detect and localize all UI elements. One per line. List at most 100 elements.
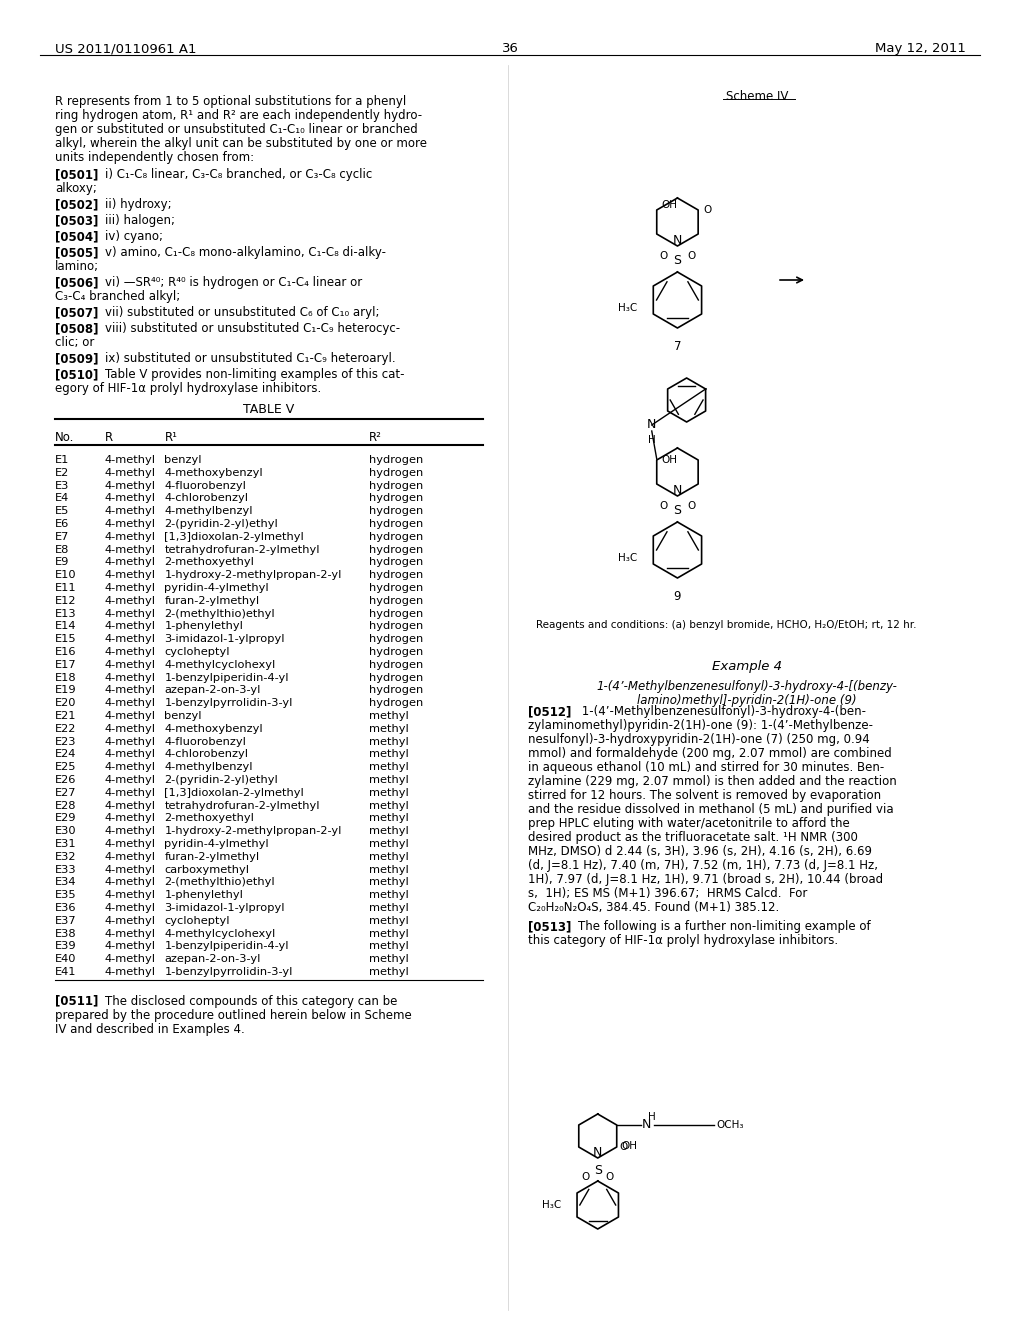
Text: 4-methyl: 4-methyl xyxy=(104,609,156,619)
Text: hydrogen: hydrogen xyxy=(369,480,423,491)
Text: 4-methyl: 4-methyl xyxy=(104,583,156,593)
Text: 4-methyl: 4-methyl xyxy=(104,622,156,631)
Text: methyl: methyl xyxy=(369,750,409,759)
Text: methyl: methyl xyxy=(369,711,409,721)
Text: mmol) and formaldehyde (200 mg, 2.07 mmol) are combined: mmol) and formaldehyde (200 mg, 2.07 mmo… xyxy=(528,747,892,760)
Text: O: O xyxy=(605,1172,613,1181)
Text: 4-fluorobenzyl: 4-fluorobenzyl xyxy=(165,480,246,491)
Text: 4-chlorobenzyl: 4-chlorobenzyl xyxy=(165,494,249,503)
Text: benzyl: benzyl xyxy=(165,711,202,721)
Text: E7: E7 xyxy=(55,532,70,541)
Text: 1-phenylethyl: 1-phenylethyl xyxy=(165,622,244,631)
Text: vi) —SR⁴⁰; R⁴⁰ is hydrogen or C₁-C₄ linear or: vi) —SR⁴⁰; R⁴⁰ is hydrogen or C₁-C₄ line… xyxy=(104,276,361,289)
Text: E32: E32 xyxy=(55,851,77,862)
Text: MHz, DMSO) d 2.44 (s, 3H), 3.96 (s, 2H), 4.16 (s, 2H), 6.69: MHz, DMSO) d 2.44 (s, 3H), 3.96 (s, 2H),… xyxy=(528,845,872,858)
Text: cycloheptyl: cycloheptyl xyxy=(165,916,229,925)
Text: vii) substituted or unsubstituted C₆ of C₁₀ aryl;: vii) substituted or unsubstituted C₆ of … xyxy=(104,306,379,319)
Text: O: O xyxy=(703,205,712,215)
Text: E29: E29 xyxy=(55,813,77,824)
Text: prepared by the procedure outlined herein below in Scheme: prepared by the procedure outlined herei… xyxy=(55,1008,412,1022)
Text: 4-methyl: 4-methyl xyxy=(104,570,156,581)
Text: 1-phenylethyl: 1-phenylethyl xyxy=(165,890,244,900)
Text: E17: E17 xyxy=(55,660,77,669)
Text: hydrogen: hydrogen xyxy=(369,698,423,709)
Text: [0503]: [0503] xyxy=(55,214,98,227)
Text: H₃C: H₃C xyxy=(618,553,637,564)
Text: H₃C: H₃C xyxy=(543,1200,561,1210)
Text: N: N xyxy=(673,483,682,496)
Text: 4-methyl: 4-methyl xyxy=(104,685,156,696)
Text: R represents from 1 to 5 optional substitutions for a phenyl: R represents from 1 to 5 optional substi… xyxy=(55,95,407,108)
Text: nesulfonyl)-3-hydroxypyridin-2(1H)-one (7) (250 mg, 0.94: nesulfonyl)-3-hydroxypyridin-2(1H)-one (… xyxy=(528,733,869,746)
Text: methyl: methyl xyxy=(369,788,409,797)
Text: 4-methyl: 4-methyl xyxy=(104,762,156,772)
Text: 4-methylbenzyl: 4-methylbenzyl xyxy=(165,762,253,772)
Text: 4-methyl: 4-methyl xyxy=(104,647,156,657)
Text: 7: 7 xyxy=(674,341,681,352)
Text: hydrogen: hydrogen xyxy=(369,595,423,606)
Text: hydrogen: hydrogen xyxy=(369,455,423,465)
Text: 1-(4’-Methylbenzenesulfonyl)-3-hydroxy-4-(ben-: 1-(4’-Methylbenzenesulfonyl)-3-hydroxy-4… xyxy=(578,705,866,718)
Text: E30: E30 xyxy=(55,826,77,836)
Text: 2-(pyridin-2-yl)ethyl: 2-(pyridin-2-yl)ethyl xyxy=(165,775,279,785)
Text: s,  1H); ES MS (M+1) 396.67;  HRMS Calcd.  For: s, 1H); ES MS (M+1) 396.67; HRMS Calcd. … xyxy=(528,887,807,900)
Text: [1,3]dioxolan-2-ylmethyl: [1,3]dioxolan-2-ylmethyl xyxy=(165,532,304,541)
Text: E38: E38 xyxy=(55,928,77,939)
Text: S: S xyxy=(674,253,681,267)
Text: E12: E12 xyxy=(55,595,77,606)
Text: methyl: methyl xyxy=(369,851,409,862)
Text: 3-imidazol-1-ylpropyl: 3-imidazol-1-ylpropyl xyxy=(165,634,285,644)
Text: ii) hydroxy;: ii) hydroxy; xyxy=(104,198,171,211)
Text: 4-methyl: 4-methyl xyxy=(104,455,156,465)
Text: Scheme IV: Scheme IV xyxy=(726,90,788,103)
Text: 4-methyl: 4-methyl xyxy=(104,545,156,554)
Text: egory of HIF-1α prolyl hydroxylase inhibitors.: egory of HIF-1α prolyl hydroxylase inhib… xyxy=(55,381,322,395)
Text: E13: E13 xyxy=(55,609,77,619)
Text: E6: E6 xyxy=(55,519,69,529)
Text: E14: E14 xyxy=(55,622,77,631)
Text: hydrogen: hydrogen xyxy=(369,467,423,478)
Text: hydrogen: hydrogen xyxy=(369,545,423,554)
Text: and the residue dissolved in methanol (5 mL) and purified via: and the residue dissolved in methanol (5… xyxy=(528,803,894,816)
Text: methyl: methyl xyxy=(369,954,409,964)
Text: E3: E3 xyxy=(55,480,70,491)
Text: methyl: methyl xyxy=(369,968,409,977)
Text: E11: E11 xyxy=(55,583,77,593)
Text: E1: E1 xyxy=(55,455,70,465)
Text: alkoxy;: alkoxy; xyxy=(55,182,96,195)
Text: hydrogen: hydrogen xyxy=(369,685,423,696)
Text: gen or substituted or unsubstituted C₁-C₁₀ linear or branched: gen or substituted or unsubstituted C₁-C… xyxy=(55,123,418,136)
Text: 36: 36 xyxy=(502,42,518,55)
Text: 1-hydroxy-2-methylpropan-2-yl: 1-hydroxy-2-methylpropan-2-yl xyxy=(165,570,342,581)
Text: 2-(methylthio)ethyl: 2-(methylthio)ethyl xyxy=(165,878,275,887)
Text: E39: E39 xyxy=(55,941,77,952)
Text: E5: E5 xyxy=(55,506,70,516)
Text: 4-methyl: 4-methyl xyxy=(104,954,156,964)
Text: [0512]: [0512] xyxy=(528,705,571,718)
Text: methyl: methyl xyxy=(369,762,409,772)
Text: in aqueous ethanol (10 mL) and stirred for 30 minutes. Ben-: in aqueous ethanol (10 mL) and stirred f… xyxy=(528,762,885,774)
Text: methyl: methyl xyxy=(369,941,409,952)
Text: R²: R² xyxy=(369,432,382,444)
Text: H: H xyxy=(648,436,655,445)
Text: E19: E19 xyxy=(55,685,77,696)
Text: No.: No. xyxy=(55,432,74,444)
Text: 4-methyl: 4-methyl xyxy=(104,750,156,759)
Text: 4-methyl: 4-methyl xyxy=(104,737,156,747)
Text: 4-methyl: 4-methyl xyxy=(104,532,156,541)
Text: 4-methyl: 4-methyl xyxy=(104,673,156,682)
Text: 4-methylbenzyl: 4-methylbenzyl xyxy=(165,506,253,516)
Text: methyl: methyl xyxy=(369,775,409,785)
Text: The disclosed compounds of this category can be: The disclosed compounds of this category… xyxy=(104,995,397,1007)
Text: 4-chlorobenzyl: 4-chlorobenzyl xyxy=(165,750,249,759)
Text: 4-methyl: 4-methyl xyxy=(104,890,156,900)
Text: E16: E16 xyxy=(55,647,77,657)
Text: hydrogen: hydrogen xyxy=(369,570,423,581)
Text: 2-methoxyethyl: 2-methoxyethyl xyxy=(165,813,254,824)
Text: carboxymethyl: carboxymethyl xyxy=(165,865,250,875)
Text: methyl: methyl xyxy=(369,826,409,836)
Text: E20: E20 xyxy=(55,698,77,709)
Text: Example 4: Example 4 xyxy=(712,660,782,673)
Text: E37: E37 xyxy=(55,916,77,925)
Text: iii) halogen;: iii) halogen; xyxy=(104,214,175,227)
